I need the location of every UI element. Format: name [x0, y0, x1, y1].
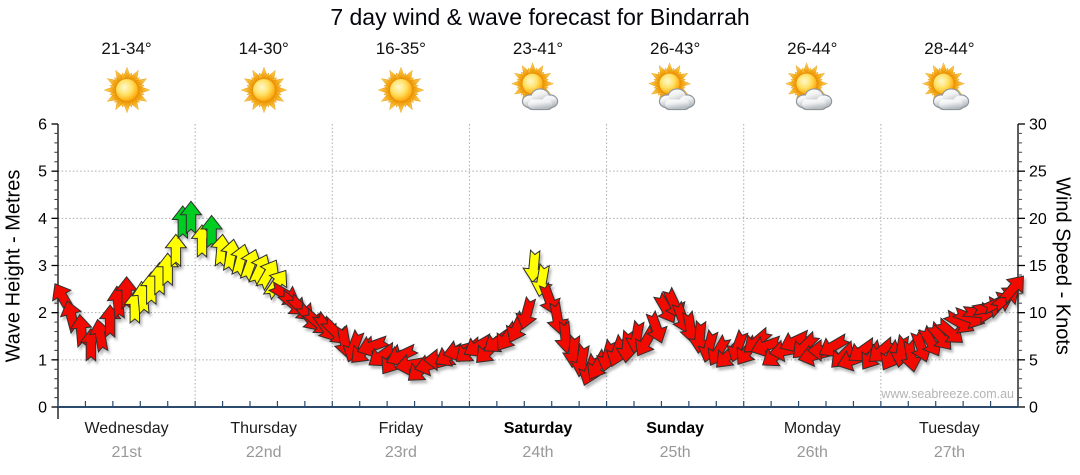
- right-axis-tick-label: 15: [1029, 258, 1047, 275]
- sun-cloud-icon: [509, 61, 567, 119]
- right-axis-tick-label: 0: [1029, 400, 1038, 417]
- left-axis-title: Wave Height - Metres: [2, 169, 25, 363]
- sun-shape: [103, 66, 150, 114]
- temperature-range: 14-30°: [238, 39, 289, 58]
- left-axis-tick-label: 4: [38, 211, 47, 228]
- sun-shape: [377, 66, 425, 114]
- sun-shape: [240, 66, 287, 114]
- partly-cloudy-icon: [648, 62, 696, 111]
- right-axis-tick-label: 10: [1029, 305, 1047, 322]
- day-date-label: 26th: [796, 444, 828, 461]
- wind-arrow: [164, 233, 188, 268]
- temperature-range: 28-44°: [924, 39, 975, 58]
- partly-cloudy-icon: [922, 62, 970, 111]
- sun-disc: [389, 78, 413, 102]
- temperature-range: 21-34°: [101, 39, 152, 58]
- temperature-range: 23-41°: [512, 39, 564, 58]
- watermark: www.seabreeze.com.au: [881, 387, 1014, 401]
- day-name-label: Monday: [783, 420, 841, 437]
- sunny-icon: [377, 66, 425, 114]
- sunny-icon: [240, 66, 287, 114]
- day-name-label: Friday: [378, 420, 424, 437]
- cloud-body: [797, 89, 832, 109]
- sun-disc: [114, 78, 139, 102]
- wind-arrow-series: [52, 200, 1024, 387]
- day-date-label: 25th: [659, 444, 691, 461]
- partly-cloudy-icon: [785, 62, 833, 111]
- day-date-label: 21st: [111, 444, 142, 461]
- right-axis-tick-label: 20: [1029, 211, 1047, 228]
- day-name-label: Sunday: [646, 420, 705, 437]
- sunny-icon: [103, 66, 150, 114]
- right-axis-tick-label: 5: [1029, 352, 1038, 369]
- wind-arrow: [179, 200, 203, 235]
- day-date-label: 22nd: [245, 444, 282, 461]
- left-axis-tick-label: 2: [38, 305, 47, 322]
- left-axis-tick-label: 3: [38, 258, 47, 275]
- day-date-label: 23rd: [384, 444, 417, 461]
- sun-cloud-icon: [920, 61, 978, 119]
- sun-disc: [252, 78, 276, 102]
- day-name-label: Tuesday: [919, 420, 980, 437]
- partly-cloudy-icon: [511, 62, 559, 111]
- left-axis-tick-label: 1: [38, 352, 47, 369]
- left-axis-tick-label: 6: [38, 117, 47, 134]
- wind-arrow: [200, 214, 224, 249]
- sun-shape: [511, 62, 554, 105]
- cloud-shape: [796, 88, 833, 111]
- left-axis-tick-label: 0: [38, 400, 47, 417]
- sun-icon: [372, 61, 430, 119]
- cloud-body: [934, 89, 969, 109]
- right-axis-tick-label: 25: [1029, 164, 1047, 181]
- right-axis-tick-label: 30: [1029, 117, 1047, 134]
- cloud-shape: [521, 88, 559, 111]
- temperature-range: 26-43°: [650, 39, 701, 58]
- temperature-range: 26-44°: [787, 39, 838, 58]
- wind-arrow: [515, 295, 538, 330]
- page-title: 7 day wind & wave forecast for Bindarrah: [330, 4, 750, 30]
- cloud-shape: [933, 88, 970, 111]
- temperature-range: 16-35°: [375, 39, 426, 58]
- sun-icon: [235, 61, 293, 119]
- sun-cloud-icon: [783, 61, 841, 119]
- right-axis-title: Wind Speed - Knots: [1051, 177, 1074, 355]
- day-date-label: 27th: [933, 444, 965, 461]
- sun-icon: [98, 61, 156, 119]
- cloud-body: [523, 89, 558, 109]
- day-name-label: Thursday: [230, 420, 298, 437]
- cloud-shape: [659, 88, 696, 111]
- day-name-label: Saturday: [503, 420, 573, 437]
- wind-arrow: [998, 275, 1024, 305]
- wind-arrow: [645, 309, 668, 344]
- left-axis-tick-label: 5: [38, 164, 47, 181]
- sun-cloud-icon: [646, 61, 704, 119]
- cloud-body: [660, 89, 695, 109]
- day-date-label: 24th: [522, 444, 554, 461]
- day-name-label: Wednesday: [84, 420, 169, 437]
